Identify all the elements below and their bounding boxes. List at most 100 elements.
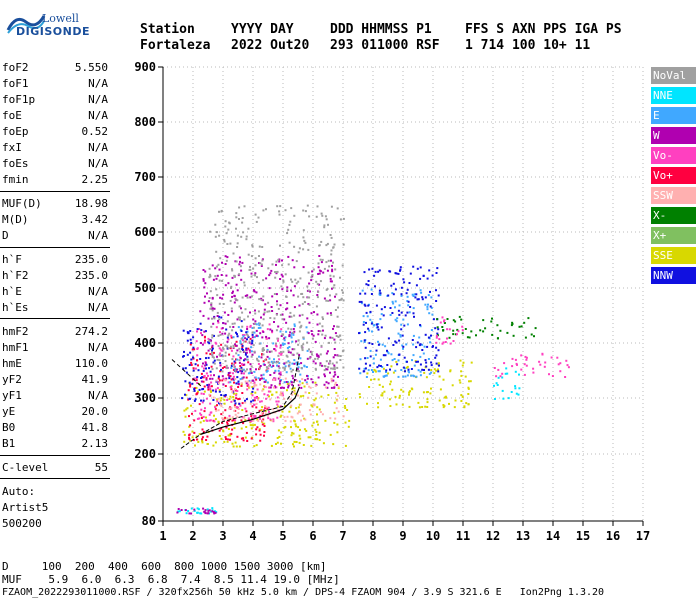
echo-point: [220, 274, 223, 276]
echo-point: [248, 268, 251, 271]
echo-point: [244, 399, 246, 402]
echo-point: [259, 326, 262, 329]
echo-point: [442, 329, 445, 332]
echo-point: [215, 326, 218, 329]
echo-point: [197, 508, 200, 511]
echo-point: [192, 357, 195, 360]
echo-point: [207, 386, 210, 389]
param-row: fmin 2.25: [2, 173, 108, 186]
echo-point: [406, 311, 409, 314]
echo-point: [235, 406, 238, 408]
echo-point: [281, 275, 284, 278]
echo-point: [402, 390, 405, 393]
param-value: N/A: [88, 77, 108, 90]
echo-point: [406, 288, 409, 291]
echo-point: [256, 418, 259, 421]
echo-point: [435, 336, 438, 339]
echo-point: [286, 302, 289, 305]
echo-point: [246, 328, 249, 330]
echo-point: [297, 366, 300, 369]
echo-point: [379, 318, 382, 321]
echo-point: [311, 274, 314, 276]
echo-point: [226, 345, 229, 348]
echo-point: [237, 380, 240, 383]
echo-point: [515, 362, 518, 365]
echo-point: [467, 403, 470, 406]
echo-point: [228, 398, 231, 400]
param-row: yE 20.0: [2, 405, 108, 418]
echo-point: [202, 380, 205, 383]
echo-point: [216, 355, 218, 358]
echo-point: [310, 351, 313, 354]
echo-point: [210, 325, 213, 328]
echo-point: [217, 321, 220, 324]
echo-point: [501, 389, 504, 392]
echo-point: [265, 406, 268, 409]
echo-point: [527, 317, 530, 320]
echo-point: [245, 331, 248, 334]
echo-point: [497, 376, 500, 379]
x-tick-label: 8: [369, 529, 376, 543]
param-value: 41.8: [81, 421, 109, 434]
echo-point: [292, 328, 295, 330]
echo-point: [233, 427, 236, 430]
echo-point: [252, 326, 255, 329]
echo-point: [226, 417, 229, 420]
echo-point: [216, 358, 219, 361]
echo-point: [215, 379, 218, 382]
echo-point: [287, 327, 290, 330]
echo-point: [276, 437, 279, 439]
echo-point: [389, 307, 392, 309]
echo-point: [291, 353, 294, 356]
echo-point: [293, 245, 296, 248]
echo-point: [266, 350, 269, 353]
echo-point: [297, 370, 300, 373]
echo-point: [293, 390, 296, 392]
echo-point: [233, 294, 236, 297]
echo-point: [219, 331, 221, 334]
echo-point: [204, 270, 207, 273]
echo-point: [228, 407, 231, 410]
echo-point: [282, 280, 285, 283]
echo-point: [211, 317, 213, 320]
echo-point: [279, 405, 282, 408]
echo-point: [247, 334, 249, 337]
echo-point: [261, 349, 264, 352]
echo-point: [283, 368, 286, 371]
echo-point: [309, 413, 312, 416]
echo-point: [344, 407, 347, 409]
echo-point: [435, 289, 437, 292]
echo-point: [460, 394, 463, 397]
echo-point: [258, 428, 261, 431]
echo-point: [268, 323, 271, 326]
echo-point: [255, 428, 258, 431]
echo-point: [224, 220, 227, 223]
echo-point: [484, 327, 487, 330]
echo-point: [332, 246, 335, 249]
echo-point: [280, 394, 283, 397]
echo-point: [429, 392, 432, 395]
echo-point: [290, 315, 293, 318]
echo-point: [426, 406, 429, 408]
echo-point: [214, 510, 216, 513]
echo-point: [406, 374, 409, 377]
param-value: 110.0: [74, 357, 108, 370]
echo-point: [207, 388, 210, 391]
echo-point: [224, 263, 227, 265]
echo-point: [242, 339, 244, 342]
echo-point: [439, 321, 442, 324]
echo-point: [233, 365, 236, 368]
echo-point: [199, 310, 202, 313]
echo-point: [399, 268, 402, 271]
echo-point: [255, 220, 258, 223]
echo-point: [261, 406, 264, 409]
echo-point: [348, 419, 351, 422]
echo-point: [233, 301, 236, 304]
param-value: 18.98: [74, 197, 108, 210]
echo-point: [311, 405, 314, 408]
echo-point: [241, 370, 244, 373]
echo-point: [396, 317, 399, 320]
echo-point: [312, 334, 315, 337]
echo-point: [292, 443, 294, 446]
echo-point: [263, 380, 266, 383]
